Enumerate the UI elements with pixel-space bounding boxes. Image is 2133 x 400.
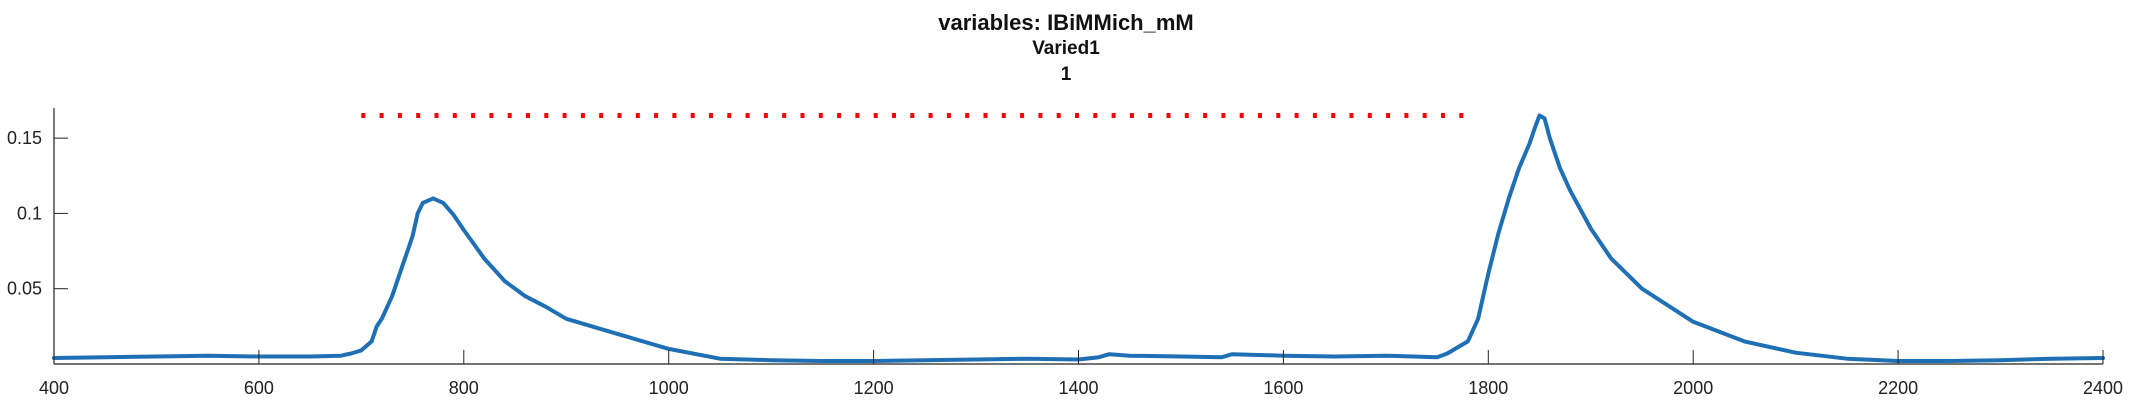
x-tick-label: 2000 (1673, 378, 1713, 398)
plot-axes (53, 108, 2103, 365)
x-tick-label: 800 (449, 378, 479, 398)
x-tick-label: 1000 (649, 378, 689, 398)
y-tick-label: 0.05 (7, 279, 42, 299)
x-tick-label: 2200 (1878, 378, 1918, 398)
x-tick-label: 1600 (1263, 378, 1303, 398)
chart-title-line-1: variables: IBiMMich_mM (938, 10, 1194, 35)
chart-title-line-2: Varied1 (1032, 38, 1100, 59)
x-tick-label: 2400 (2083, 378, 2123, 398)
x-tick-label: 1400 (1058, 378, 1098, 398)
chart-title-line-3: 1 (1061, 64, 1072, 85)
series-line-1 (52, 113, 2105, 363)
x-tick-label: 400 (39, 378, 69, 398)
x-tick-label: 1800 (1468, 378, 1508, 398)
x-tick-label: 1200 (854, 378, 894, 398)
y-tick-label: 0.1 (17, 203, 42, 223)
chart-title: variables: IBiMMich_mM Varied1 1 (938, 10, 1194, 85)
tick-layer: 400 600 800 1000 1200 1400 1600 1800 2000 2200 240… (7, 128, 2123, 398)
y-tick-label: 0.15 (7, 128, 42, 148)
series-layer (52, 113, 2105, 363)
x-tick-label: 600 (244, 378, 274, 398)
